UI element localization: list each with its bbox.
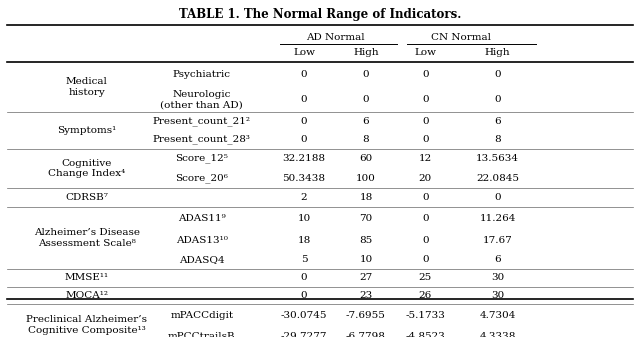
Text: 60: 60 xyxy=(359,154,372,163)
Text: 30: 30 xyxy=(491,273,504,282)
Text: mPACCdigit: mPACCdigit xyxy=(170,311,234,320)
Text: 32.2188: 32.2188 xyxy=(282,154,326,163)
Text: 25: 25 xyxy=(419,273,432,282)
Text: 0: 0 xyxy=(422,255,429,264)
Text: MMSE¹¹: MMSE¹¹ xyxy=(65,273,109,282)
Text: 18: 18 xyxy=(298,236,310,245)
Text: MOCA¹²: MOCA¹² xyxy=(65,291,108,300)
Text: 27: 27 xyxy=(359,273,372,282)
Text: 10: 10 xyxy=(359,255,372,264)
Text: Present_count_28³: Present_count_28³ xyxy=(153,134,251,144)
Text: 0: 0 xyxy=(422,193,429,202)
Text: Low: Low xyxy=(414,48,436,57)
Text: 8: 8 xyxy=(494,135,501,144)
Text: 23: 23 xyxy=(359,291,372,300)
Text: 0: 0 xyxy=(422,70,429,79)
Text: 20: 20 xyxy=(419,174,432,183)
Text: CDRSB⁷: CDRSB⁷ xyxy=(65,193,108,202)
Text: Present_count_21²: Present_count_21² xyxy=(153,116,251,126)
Text: 0: 0 xyxy=(494,193,501,202)
Text: Psychiatric: Psychiatric xyxy=(173,70,231,79)
Text: 18: 18 xyxy=(359,193,372,202)
Text: 22.0845: 22.0845 xyxy=(476,174,519,183)
Text: -4.8523: -4.8523 xyxy=(405,332,445,337)
Text: Low: Low xyxy=(293,48,315,57)
Text: 0: 0 xyxy=(301,95,307,104)
Text: -6.7798: -6.7798 xyxy=(346,332,386,337)
Text: -30.0745: -30.0745 xyxy=(281,311,327,320)
Text: Neurologic
(other than AD): Neurologic (other than AD) xyxy=(161,90,243,109)
Text: 8: 8 xyxy=(363,135,369,144)
Text: Score_12⁵: Score_12⁵ xyxy=(175,154,228,163)
Text: High: High xyxy=(484,48,510,57)
Text: 30: 30 xyxy=(491,291,504,300)
Text: 100: 100 xyxy=(356,174,376,183)
Text: 0: 0 xyxy=(422,95,429,104)
Text: -5.1733: -5.1733 xyxy=(405,311,445,320)
Text: 13.5634: 13.5634 xyxy=(476,154,519,163)
Text: High: High xyxy=(353,48,379,57)
Text: Medical
history: Medical history xyxy=(66,77,108,97)
Text: -29.7277: -29.7277 xyxy=(281,332,327,337)
Text: mPCCtrailsB: mPCCtrailsB xyxy=(168,332,236,337)
Text: 10: 10 xyxy=(298,214,310,223)
Text: 0: 0 xyxy=(363,70,369,79)
Text: AD Normal: AD Normal xyxy=(306,33,364,42)
Text: -7.6955: -7.6955 xyxy=(346,311,386,320)
Text: 0: 0 xyxy=(301,273,307,282)
Text: 0: 0 xyxy=(494,95,501,104)
Text: 17.67: 17.67 xyxy=(483,236,513,245)
Text: 0: 0 xyxy=(422,236,429,245)
Text: 11.264: 11.264 xyxy=(479,214,516,223)
Text: 12: 12 xyxy=(419,154,432,163)
Text: 50.3438: 50.3438 xyxy=(282,174,326,183)
Text: 0: 0 xyxy=(422,117,429,126)
Text: Cognitive
Change Index⁴: Cognitive Change Index⁴ xyxy=(48,159,125,178)
Text: 0: 0 xyxy=(494,70,501,79)
Text: TABLE 1. The Normal Range of Indicators.: TABLE 1. The Normal Range of Indicators. xyxy=(179,8,461,21)
Text: 6: 6 xyxy=(363,117,369,126)
Text: ADASQ4: ADASQ4 xyxy=(179,255,225,264)
Text: 0: 0 xyxy=(363,95,369,104)
Text: 0: 0 xyxy=(301,135,307,144)
Text: Preclinical Alzheimer’s
Cognitive Composite¹³: Preclinical Alzheimer’s Cognitive Compos… xyxy=(26,315,147,335)
Text: Alzheimer’s Disease
Assessment Scale⁸: Alzheimer’s Disease Assessment Scale⁸ xyxy=(34,228,140,247)
Text: 0: 0 xyxy=(422,135,429,144)
Text: 0: 0 xyxy=(422,214,429,223)
Text: 0: 0 xyxy=(301,70,307,79)
Text: 85: 85 xyxy=(359,236,372,245)
Text: 26: 26 xyxy=(419,291,432,300)
Text: 5: 5 xyxy=(301,255,307,264)
Text: ADAS11⁹: ADAS11⁹ xyxy=(178,214,226,223)
Text: Score_20⁶: Score_20⁶ xyxy=(175,174,228,183)
Text: 70: 70 xyxy=(359,214,372,223)
Text: 4.7304: 4.7304 xyxy=(479,311,516,320)
Text: 0: 0 xyxy=(301,117,307,126)
Text: CN Normal: CN Normal xyxy=(431,33,492,42)
Text: 6: 6 xyxy=(494,255,501,264)
Text: 6: 6 xyxy=(494,117,501,126)
Text: 4.3338: 4.3338 xyxy=(479,332,516,337)
Text: 2: 2 xyxy=(301,193,307,202)
Text: Symptoms¹: Symptoms¹ xyxy=(58,126,116,135)
Text: 0: 0 xyxy=(301,291,307,300)
Text: ADAS13¹⁰: ADAS13¹⁰ xyxy=(176,236,228,245)
